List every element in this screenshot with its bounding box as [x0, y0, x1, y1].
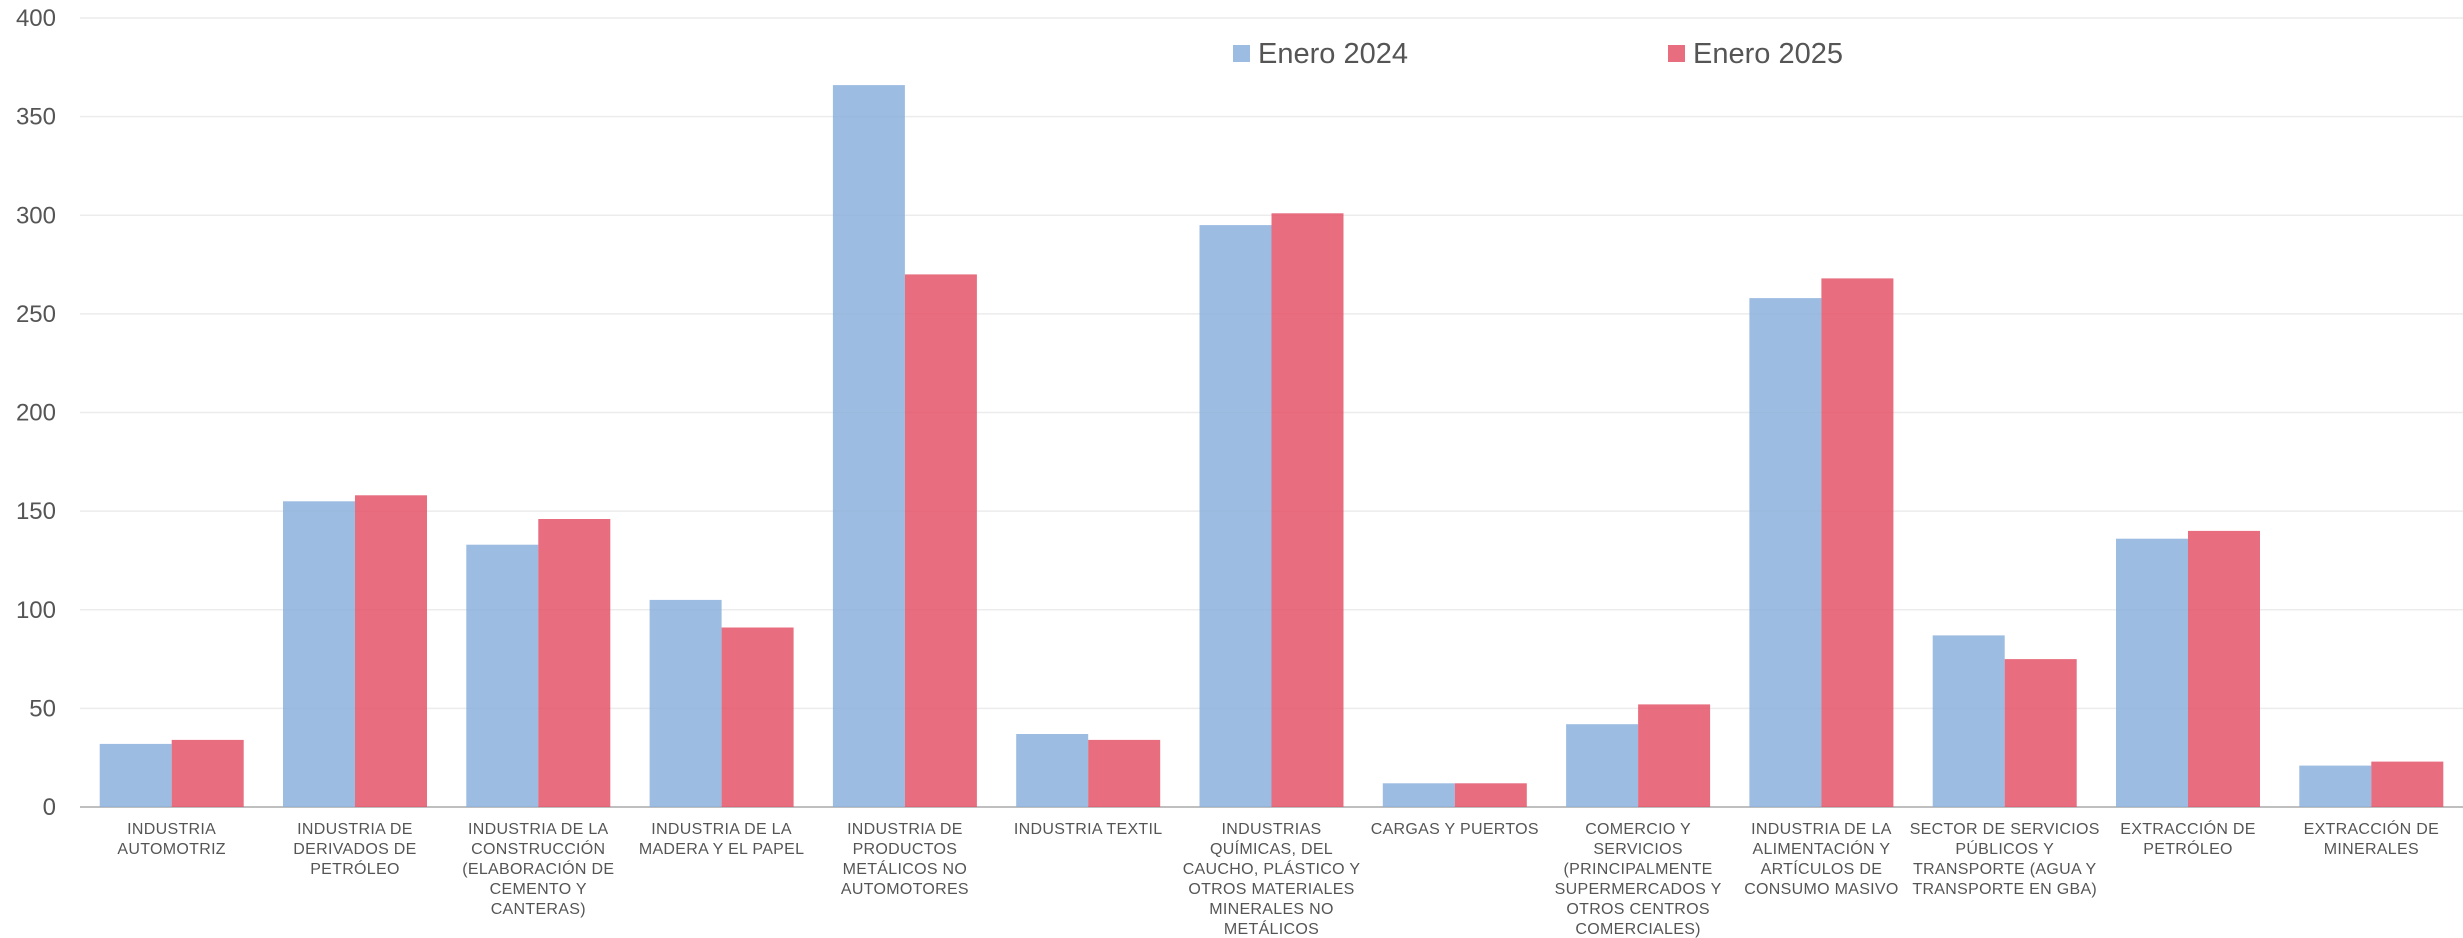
bar-enero-2025: [2188, 530, 2260, 807]
y-tick-label: 100: [16, 597, 56, 624]
x-tick-label: COMERCIO Y SERVICIOS (PRINCIPALMENTE SUPERM…: [1555, 821, 1722, 938]
bar-enero-2025: [1454, 783, 1527, 807]
legend-swatch: [1233, 45, 1250, 62]
x-tick-label-line: CARGAS Y PUERTOS: [1371, 821, 1539, 838]
x-tick-label-line: INDUSTRIA DE LA: [1751, 821, 1892, 838]
x-tick-label-line: EXTRACCIÓN DE: [2304, 819, 2439, 838]
bar-enero-2025: [538, 519, 611, 807]
legend-label: Enero 2024: [1258, 38, 1408, 70]
bar-enero-2025: [171, 739, 244, 807]
x-tick-label-line: TRANSPORTE EN GBA): [1912, 881, 2097, 898]
x-tick-label: INDUSTRIA DE PRODUCTOS METÁLICOS NO AUTOMOT…: [841, 821, 969, 898]
x-tick-label: CARGAS Y PUERTOS: [1371, 821, 1539, 838]
x-tick-label-line: INDUSTRIA: [127, 821, 216, 838]
bar-enero-2024: [1199, 225, 1272, 808]
x-tick-label-line: PETRÓLEO: [2143, 839, 2233, 858]
bar-enero-2025: [355, 495, 427, 807]
x-tick-label-line: CONSTRUCCIÓN: [471, 839, 605, 858]
y-tick-label: 0: [43, 794, 56, 821]
x-tick-label-line: CANTERAS): [491, 901, 586, 918]
bar-enero-2024: [283, 501, 355, 807]
bar-enero-2024: [832, 85, 905, 808]
x-tick-label-line: CONSUMO MASIVO: [1744, 881, 1898, 898]
y-tick-label: 350: [16, 104, 56, 131]
x-tick-label-line: (ELABORACIÓN DE: [462, 859, 614, 878]
y-tick-label: 300: [16, 202, 56, 229]
legend: Enero 2024 Enero 2025: [1233, 38, 1843, 70]
x-tick-label-line: COMERCIALES): [1575, 921, 1700, 938]
x-tick-label-line: ARTÍCULOS DE: [1761, 859, 1883, 878]
x-tick-label-line: INDUSTRIA TEXTIL: [1014, 821, 1163, 838]
x-tick-label-line: PÚBLICOS Y: [1955, 839, 2054, 858]
x-tick-label: EXTRACCIÓN DE PETRÓLEO: [2120, 819, 2255, 858]
x-tick-label-line: CEMENTO Y: [490, 881, 587, 898]
y-tick-label: 250: [16, 301, 56, 328]
bar-enero-2025: [2371, 761, 2444, 807]
x-tick-label: INDUSTRIA DE LA ALIMENTACIÓN Y ARTÍCULOS D…: [1744, 821, 1898, 898]
bar-enero-2024: [1932, 635, 2005, 807]
bar-enero-2025: [904, 274, 977, 807]
x-tick-label-line: SECTOR DE SERVICIOS: [1910, 821, 2100, 838]
x-tick-label: SECTOR DE SERVICIOS PÚBLICOS Y TRANSPORTE …: [1910, 821, 2100, 898]
bar-enero-2024: [1566, 724, 1639, 807]
x-tick-label-line: PRODUCTOS: [853, 841, 958, 858]
bar-enero-2024: [649, 599, 722, 807]
bar-enero-2025: [1821, 278, 1894, 807]
y-tick-label: 50: [29, 695, 56, 722]
bar-enero-2024: [99, 743, 172, 807]
x-tick-label-line: INDUSTRIA DE: [297, 821, 413, 838]
bar-enero-2024: [2116, 538, 2188, 807]
legend-label: Enero 2025: [1693, 38, 1843, 70]
x-tick-label-line: CAUCHO, PLÁSTICO Y: [1183, 859, 1361, 878]
x-tick-label-line: OTROS CENTROS: [1566, 901, 1709, 918]
x-tick-label: INDUSTRIA DE DERIVADOS DE PETRÓLEO: [293, 821, 416, 878]
x-tick-label-line: (PRINCIPALMENTE: [1564, 861, 1713, 878]
bar-enero-2025: [721, 627, 794, 807]
x-tick-label: INDUSTRIA DE LA CONSTRUCCIÓN (ELABORACIÓN …: [462, 821, 614, 918]
x-tick-label-line: OTROS MATERIALES: [1188, 881, 1354, 898]
bar-enero-2024: [1749, 298, 1822, 807]
x-tick-label-line: INDUSTRIAS: [1222, 821, 1322, 838]
x-tick-label-line: METÁLICOS: [1224, 919, 1319, 938]
bar-enero-2025: [1638, 704, 1711, 807]
x-tick-label-line: AUTOMOTRIZ: [117, 841, 225, 858]
x-axis: INDUSTRIA AUTOMOTRIZ INDUSTRIA DE DERIVADOS…: [117, 819, 2439, 938]
bar-enero-2025: [1271, 213, 1344, 808]
x-tick-label: INDUSTRIA DE LA MADERA Y EL PAPEL: [639, 821, 804, 858]
x-tick-label-line: PETRÓLEO: [310, 859, 400, 878]
y-tick-label: 400: [16, 5, 56, 32]
y-tick-label: 150: [16, 498, 56, 525]
bar-enero-2024: [2299, 765, 2372, 807]
y-tick-label: 200: [16, 400, 56, 427]
bar-enero-2024: [1016, 734, 1089, 807]
x-tick-label-line: INDUSTRIA DE LA: [651, 821, 792, 838]
x-tick-label-line: MINERALES NO: [1209, 901, 1334, 918]
x-tick-label-line: TRANSPORTE (AGUA Y: [1913, 861, 2097, 878]
x-tick-label-line: ALIMENTACIÓN Y: [1752, 839, 1890, 858]
x-tick-label: INDUSTRIA TEXTIL: [1014, 821, 1163, 838]
x-tick-label-line: METÁLICOS NO: [843, 859, 968, 878]
legend-swatch: [1668, 45, 1685, 62]
bar-enero-2024: [466, 544, 539, 807]
bar-enero-2025: [2004, 659, 2077, 807]
x-tick-label-line: SERVICIOS: [1593, 841, 1683, 858]
x-tick-label: INDUSTRIA AUTOMOTRIZ: [117, 821, 225, 858]
x-tick-label-line: AUTOMOTORES: [841, 881, 969, 898]
x-tick-label-line: SUPERMERCADOS Y: [1555, 881, 1722, 898]
bar-enero-2024: [1382, 783, 1455, 807]
x-tick-label-line: DERIVADOS DE: [293, 841, 416, 858]
x-tick-label-line: INDUSTRIA DE LA: [468, 821, 609, 838]
x-tick-label-line: MINERALES: [2324, 841, 2419, 858]
x-tick-label-line: COMERCIO Y: [1585, 821, 1691, 838]
x-tick-label-line: MADERA Y EL PAPEL: [639, 841, 804, 858]
x-tick-label: EXTRACCIÓN DE MINERALES: [2304, 819, 2439, 858]
x-tick-label-line: INDUSTRIA DE: [847, 821, 963, 838]
bars: [99, 85, 2444, 808]
x-tick-label-line: EXTRACCIÓN DE: [2120, 819, 2255, 838]
x-tick-label-line: QUÍMICAS, DEL: [1210, 839, 1333, 858]
y-axis: 0 50 100 150 200 250 300 350 400: [16, 5, 2463, 821]
x-tick-label: INDUSTRIAS QUÍMICAS, DEL CAUCHO, PLÁSTICO …: [1183, 821, 1361, 938]
bar-enero-2025: [1088, 739, 1161, 807]
